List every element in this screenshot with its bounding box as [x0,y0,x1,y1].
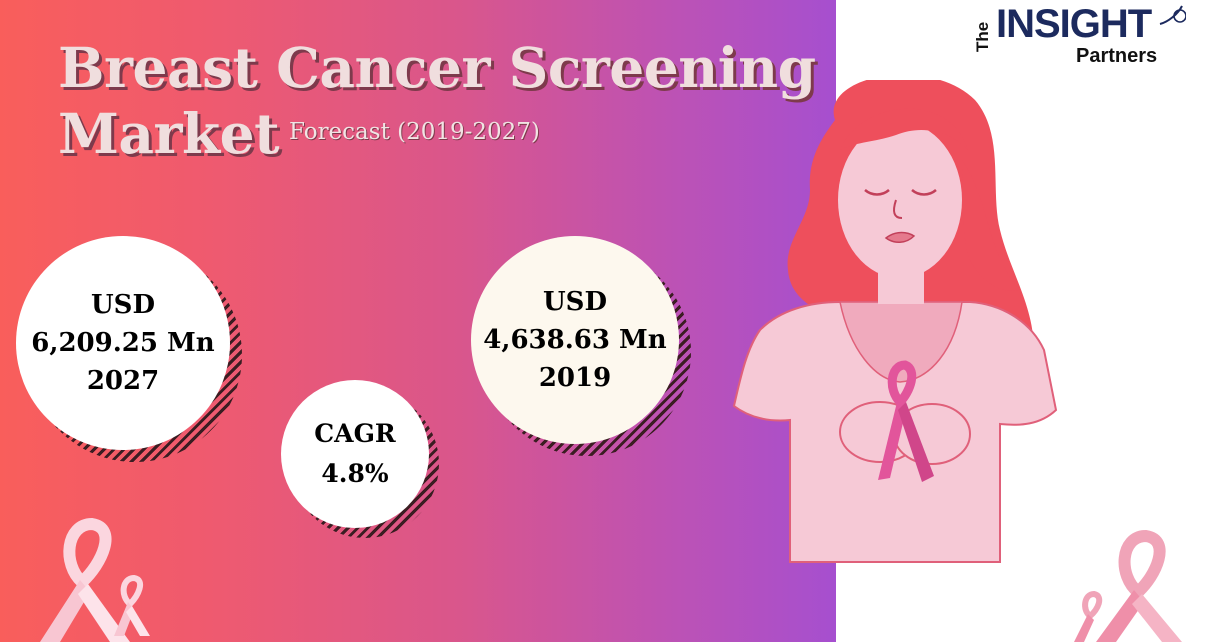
cagr-value: 4.8% [321,459,389,488]
logo-the: The [973,21,992,52]
currency-label: USD [91,290,155,320]
bubble-2019: USD 4,638.63 Mn 2019 [471,236,679,444]
metric-2019: USD 4,638.63 Mn 2019 [471,236,693,458]
market-value-2019: 4,638.63 Mn [483,325,667,355]
awareness-ribbon-icon [1074,530,1182,642]
forecast-period: Forecast (2019-2027) [289,119,540,145]
metric-2027: USD 6,209.25 Mn 2027 [16,236,244,464]
bubble-cagr: CAGR 4.8% [281,380,429,528]
year-label: 2019 [538,363,612,393]
logo-name: INSIGHT [996,2,1152,46]
company-logo[interactable]: The INSIGHT Partners [968,4,1188,70]
awareness-ribbon-icon [40,518,150,642]
title-market: Market [58,101,280,166]
currency-label: USD [543,287,607,317]
bubble-2027: USD 6,209.25 Mn 2027 [16,236,230,450]
metric-cagr: CAGR 4.8% [281,380,443,542]
market-value-2027: 6,209.25 Mn [31,328,215,358]
year-label: 2027 [86,366,160,396]
title-line-2: Market Forecast (2019-2027) [58,100,816,166]
woman-with-ribbon-illustration [732,80,1058,563]
logo-partners: Partners [1076,45,1158,67]
page-title: Breast Cancer Screening Market Forecast (… [58,36,816,166]
cagr-label: CAGR [314,419,396,448]
title-line-1: Breast Cancer Screening [58,35,816,100]
logo-swoosh-icon [1159,5,1186,25]
